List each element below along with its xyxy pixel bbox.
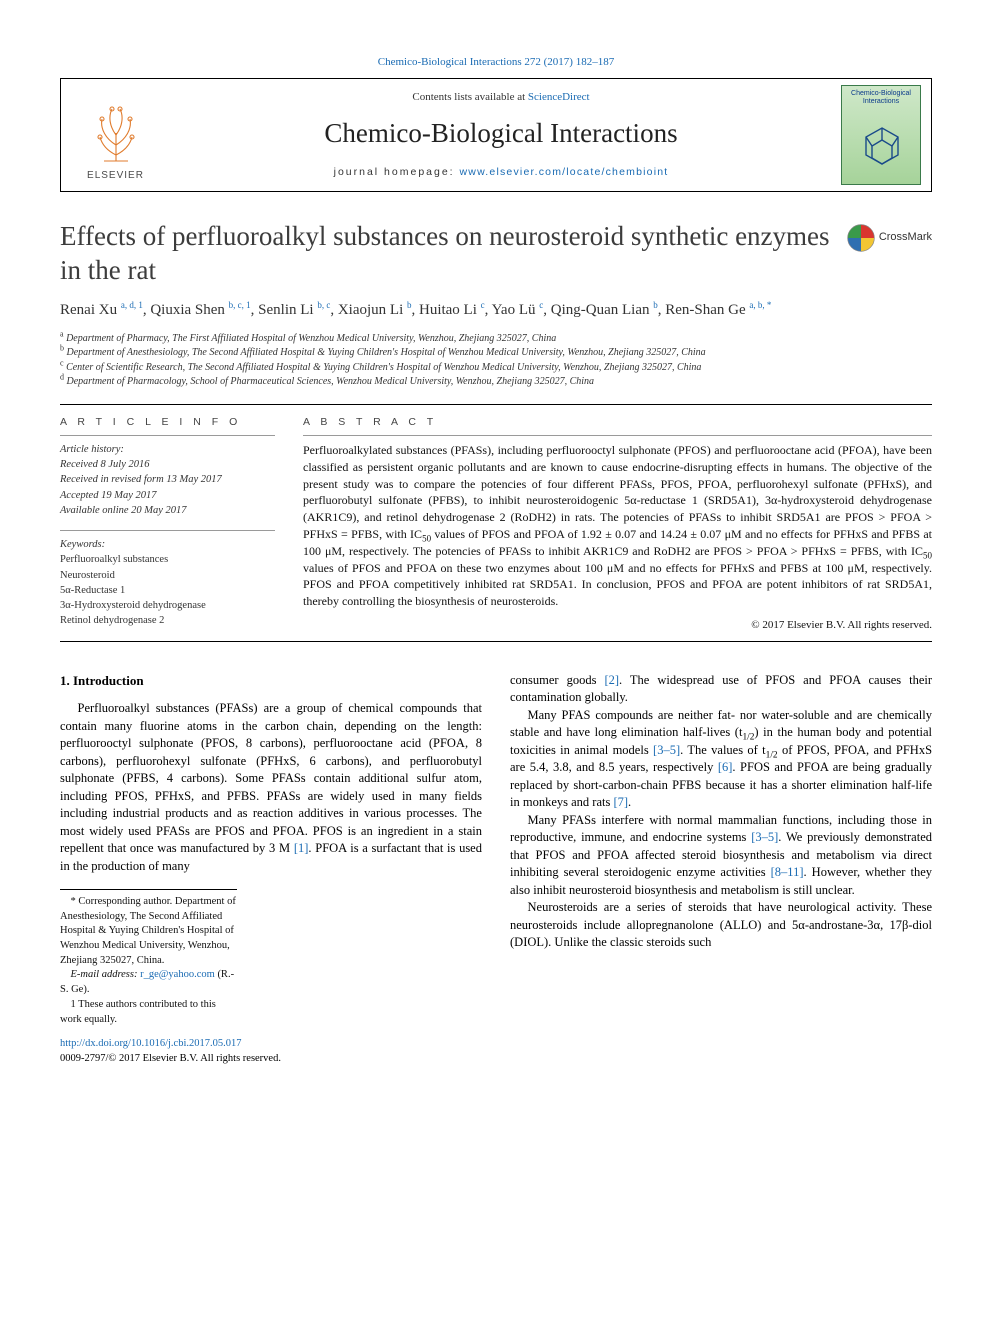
body-text: . xyxy=(628,795,631,809)
doi-block: http://dx.doi.org/10.1016/j.cbi.2017.05.… xyxy=(60,1037,482,1066)
journal-name: Chemico-Biological Interactions xyxy=(324,115,677,151)
publisher-name: ELSEVIER xyxy=(87,169,144,183)
email-link[interactable]: r_ge@yahoo.com xyxy=(140,969,215,980)
article-info-column: A R T I C L E I N F O Article history: R… xyxy=(60,415,275,633)
abstract-heading: A B S T R A C T xyxy=(303,415,932,429)
contents-text: Contents lists available at xyxy=(412,91,527,103)
citation-link[interactable]: [3–5] xyxy=(751,830,778,844)
crossmark-badge[interactable]: CrossMark xyxy=(847,224,932,252)
abstract-text: Perfluoroalkylated substances (PFASs), i… xyxy=(303,442,932,610)
keyword: 3α-Hydroxysteroid dehydrogenase xyxy=(60,598,275,613)
equal-contribution-note: 1 These authors contributed to this work… xyxy=(60,998,237,1027)
section-heading-intro: 1. Introduction xyxy=(60,672,482,690)
article-title: Effects of perfluoroalkyl substances on … xyxy=(60,220,833,288)
history-revised: Received in revised form 13 May 2017 xyxy=(60,472,275,487)
header-center: Contents lists available at ScienceDirec… xyxy=(171,79,831,191)
email-label: E-mail address: xyxy=(71,969,141,980)
journal-header: ELSEVIER Contents lists available at Sci… xyxy=(60,78,932,192)
email-line: E-mail address: r_ge@yahoo.com (R.-S. Ge… xyxy=(60,968,237,997)
elsevier-tree-icon xyxy=(86,95,146,165)
sciencedirect-link[interactable]: ScienceDirect xyxy=(528,91,590,103)
publisher-block: ELSEVIER xyxy=(61,79,171,191)
history-online: Available online 20 May 2017 xyxy=(60,503,275,518)
divider xyxy=(60,530,275,531)
corresponding-author: * Corresponding author. Department of An… xyxy=(60,895,237,968)
running-head: Chemico-Biological Interactions 272 (201… xyxy=(60,55,932,70)
keywords-heading: Keywords: xyxy=(60,537,275,552)
keyword: Neurosteroid xyxy=(60,568,275,583)
divider xyxy=(60,641,932,642)
running-head-link[interactable]: Chemico-Biological Interactions 272 (201… xyxy=(378,56,614,68)
cover-title: Chemico-Biological Interactions xyxy=(842,90,920,105)
issn-line: 0009-2797/© 2017 Elsevier B.V. All right… xyxy=(60,1053,281,1064)
divider xyxy=(60,404,932,405)
journal-cover: Chemico-Biological Interactions xyxy=(841,85,921,185)
doi-link[interactable]: http://dx.doi.org/10.1016/j.cbi.2017.05.… xyxy=(60,1038,242,1049)
divider xyxy=(303,435,932,436)
body-paragraph: Many PFASs interfere with normal mammali… xyxy=(510,812,932,900)
subscript: 1/2 xyxy=(766,750,778,760)
keyword: Retinol dehydrogenase 2 xyxy=(60,613,275,628)
journal-homepage-line: journal homepage: www.elsevier.com/locat… xyxy=(334,165,669,179)
abstract-copyright: © 2017 Elsevier B.V. All rights reserved… xyxy=(303,618,932,633)
citation-link[interactable]: [7] xyxy=(613,795,628,809)
body-text: consumer goods xyxy=(510,673,604,687)
history-received: Received 8 July 2016 xyxy=(60,457,275,472)
body-paragraph: Many PFAS compounds are neither fat- nor… xyxy=(510,707,932,812)
body-text: . The values of t xyxy=(680,743,766,757)
keyword: Perfluoroalkyl substances xyxy=(60,552,275,567)
keyword: 5α-Reductase 1 xyxy=(60,583,275,598)
homepage-label: journal homepage: xyxy=(334,166,460,178)
crossmark-label: CrossMark xyxy=(879,230,932,245)
citation-link[interactable]: [8–11] xyxy=(771,865,804,879)
citation-link[interactable]: [1] xyxy=(294,841,309,855)
citation-link[interactable]: [3–5] xyxy=(653,743,680,757)
abstract-column: A B S T R A C T Perfluoroalkylated subst… xyxy=(303,415,932,633)
affiliation-line: b Department of Anesthesiology, The Seco… xyxy=(60,346,932,361)
body-paragraph: consumer goods [2]. The widespread use o… xyxy=(510,672,932,707)
body-paragraph: Perfluoroalkyl substances (PFASs) are a … xyxy=(60,700,482,875)
affiliation-line: a Department of Pharmacy, The First Affi… xyxy=(60,332,932,347)
contents-list-line: Contents lists available at ScienceDirec… xyxy=(412,90,589,105)
history-heading: Article history: xyxy=(60,442,275,457)
keywords-block: Keywords: Perfluoroalkyl substances Neur… xyxy=(60,537,275,628)
history-accepted: Accepted 19 May 2017 xyxy=(60,488,275,503)
divider xyxy=(60,435,275,436)
citation-link[interactable]: [2] xyxy=(604,673,619,687)
subscript: 1/2 xyxy=(742,733,754,743)
body-text: Perfluoroalkyl substances (PFASs) are a … xyxy=(60,701,482,855)
article-info-heading: A R T I C L E I N F O xyxy=(60,415,275,429)
crossmark-icon xyxy=(847,224,875,252)
body-text: Neurosteroids are a series of steroids t… xyxy=(510,900,932,949)
citation-link[interactable]: [6] xyxy=(718,760,733,774)
journal-cover-block: Chemico-Biological Interactions xyxy=(831,79,931,191)
article-history: Article history: Received 8 July 2016 Re… xyxy=(60,442,275,518)
affiliation-line: c Center of Scientific Research, The Sec… xyxy=(60,361,932,376)
affiliations: a Department of Pharmacy, The First Affi… xyxy=(60,332,932,390)
body-paragraph: Neurosteroids are a series of steroids t… xyxy=(510,899,932,952)
cover-graphic-icon xyxy=(854,122,910,178)
body-columns: 1. Introduction Perfluoroalkyl substance… xyxy=(60,672,932,1067)
authors-line: Renai Xu a, d, 1, Qiuxia Shen b, c, 1, S… xyxy=(60,299,932,322)
affiliation-line: d Department of Pharmacology, School of … xyxy=(60,375,932,390)
homepage-link[interactable]: www.elsevier.com/locate/chembioint xyxy=(460,166,669,178)
footnotes: * Corresponding author. Department of An… xyxy=(60,889,237,1027)
